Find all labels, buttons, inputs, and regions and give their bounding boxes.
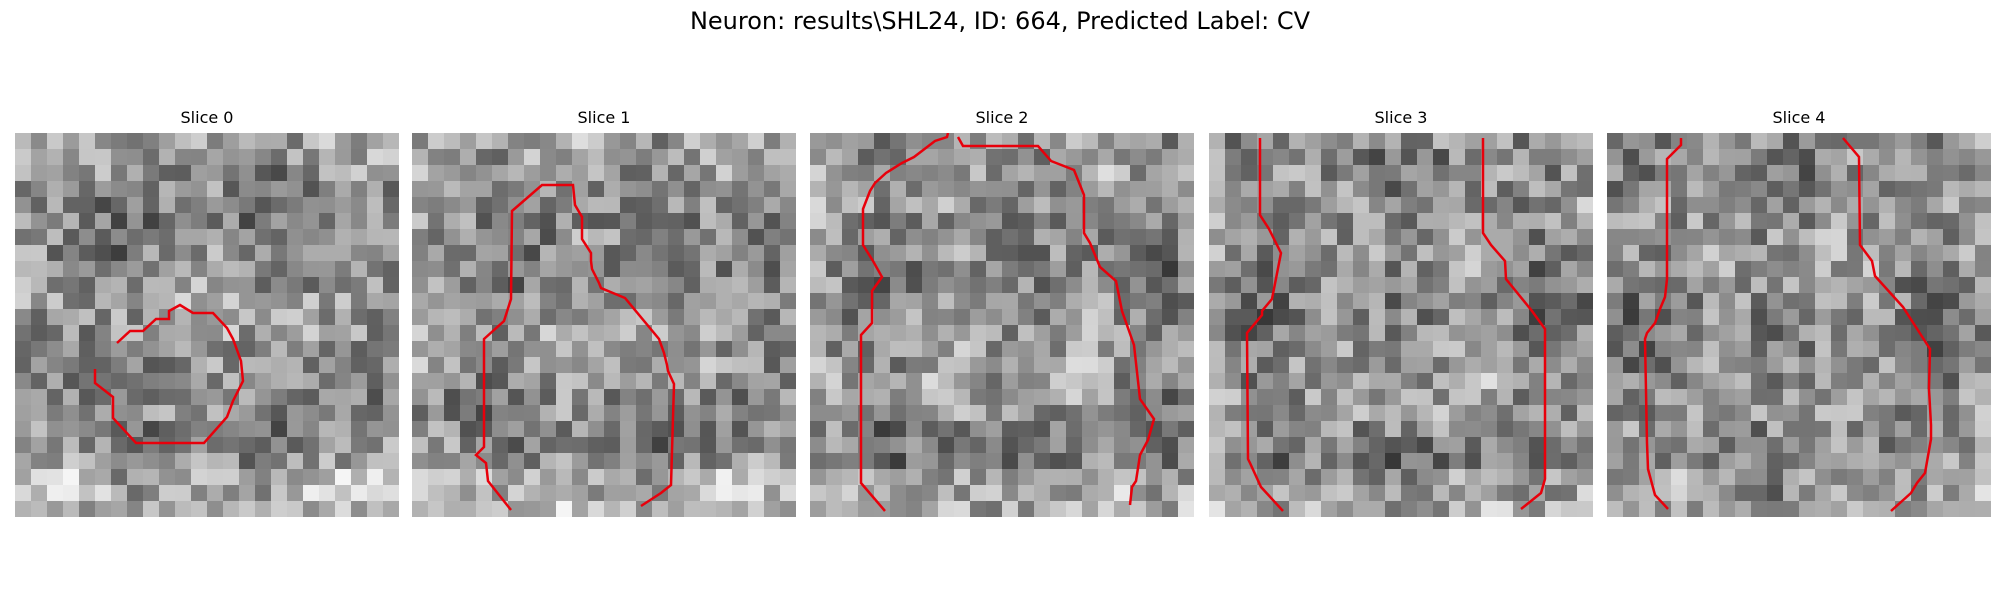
slice-image-3	[1209, 133, 1593, 517]
contour-line	[474, 183, 676, 511]
contour-line	[93, 303, 245, 445]
slice-title: Slice 1	[577, 108, 631, 127]
slice-image-4	[1607, 133, 1991, 517]
contour-line	[956, 136, 1156, 506]
slice-panel-3: Slice 3	[1209, 108, 1593, 518]
grayscale-pixels	[412, 133, 796, 517]
slice-title: Slice 4	[1772, 108, 1826, 127]
grayscale-pixels	[810, 133, 1194, 517]
contour-line	[1245, 138, 1284, 512]
slice-title: Slice 3	[1374, 108, 1428, 127]
slice-image-2	[810, 133, 1194, 517]
slice-panel-2: Slice 2	[810, 108, 1194, 518]
contour-line	[859, 133, 950, 512]
figure-title: Neuron: results\SHL24, ID: 664, Predicte…	[689, 7, 1311, 35]
slice-title: Slice 2	[975, 108, 1029, 127]
slice-image-1	[412, 133, 796, 517]
slice-panel-0: Slice 0	[15, 108, 399, 518]
contour-line	[1643, 138, 1683, 510]
contour-line	[1842, 137, 1933, 512]
slice-image-0	[15, 133, 399, 517]
slice-panel-1: Slice 1	[412, 108, 796, 518]
slice-title: Slice 0	[180, 108, 234, 127]
grayscale-pixels	[1607, 133, 1991, 517]
grayscale-pixels	[1209, 133, 1593, 517]
grayscale-pixels	[15, 133, 399, 517]
contour-line	[1481, 138, 1547, 510]
slice-panel-4: Slice 4	[1607, 108, 1991, 518]
